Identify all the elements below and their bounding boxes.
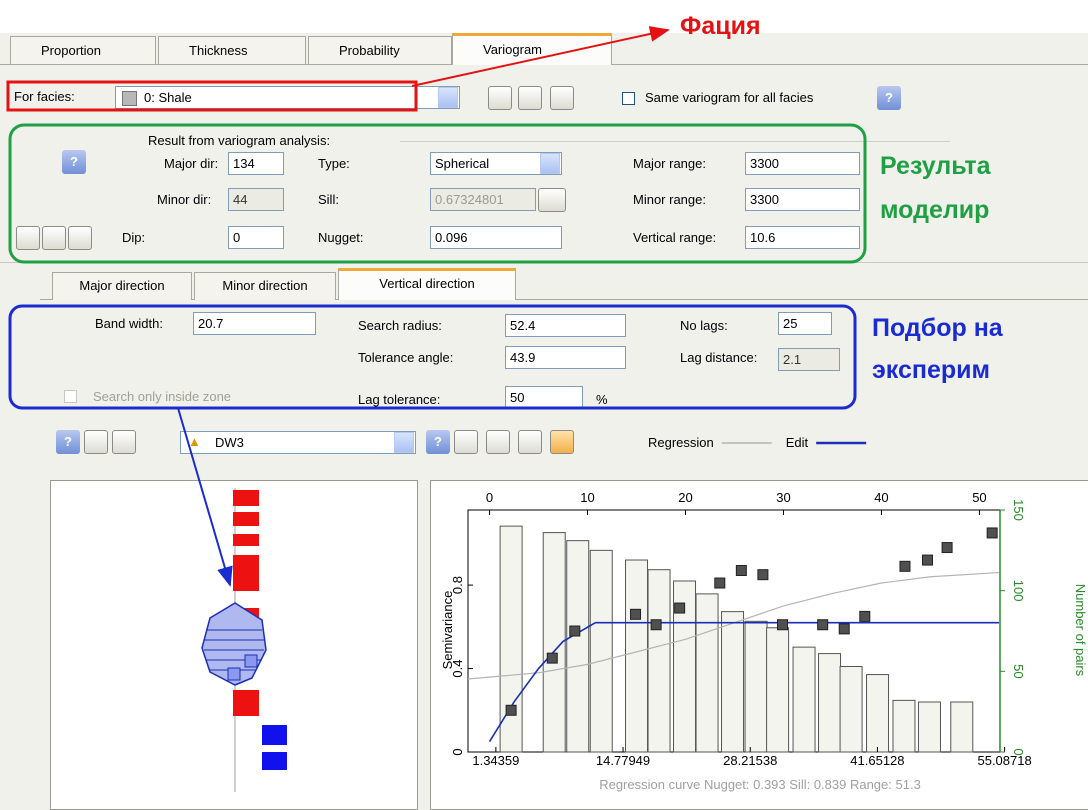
legend-label: Regression (648, 435, 714, 450)
legend-label: Edit (786, 435, 809, 450)
bar (590, 550, 612, 752)
y-axis-label: Semivariance (440, 591, 455, 670)
x-tick-label: 10 (580, 490, 594, 505)
bar (567, 541, 589, 752)
x2-tick-label: 14.77949 (596, 753, 650, 768)
y-tick-label: 0.4 (450, 660, 465, 678)
bar (722, 612, 744, 752)
point (818, 620, 828, 630)
bar (819, 654, 841, 752)
bar (893, 700, 915, 752)
point (839, 624, 849, 634)
point (506, 705, 516, 715)
bar (840, 666, 862, 752)
y2-tick-label: 50 (1011, 664, 1026, 678)
x-tick-label: 40 (874, 490, 888, 505)
bar (696, 594, 718, 752)
x2-tick-label: 28.21538 (723, 753, 777, 768)
bar (626, 560, 648, 752)
point (900, 561, 910, 571)
point (736, 566, 746, 576)
bar (648, 570, 670, 752)
bar (867, 675, 889, 752)
point (777, 620, 787, 630)
bar (767, 628, 789, 752)
x2-tick-label: 41.65128 (850, 753, 904, 768)
point (860, 611, 870, 621)
x2-tick-label: 1.34359 (472, 753, 519, 768)
x-tick-label: 30 (776, 490, 790, 505)
point (675, 603, 685, 613)
point (987, 528, 997, 538)
point (631, 609, 641, 619)
y-tick-label: 0.8 (450, 576, 465, 594)
point (570, 626, 580, 636)
x-tick-label: 20 (678, 490, 692, 505)
bar (793, 647, 815, 752)
x-tick-label: 50 (972, 490, 986, 505)
point (758, 570, 768, 580)
point (942, 543, 952, 553)
point (715, 578, 725, 588)
bar (745, 621, 767, 752)
caption: Regression curve Nugget: 0.393 Sill: 0.8… (599, 777, 921, 792)
point (547, 653, 557, 663)
page: Proportion Thickness Probability Variogr… (0, 0, 1088, 792)
point (651, 620, 661, 630)
bar (918, 702, 940, 752)
chart: Semivariance Number of pairs Regression … (0, 0, 1088, 792)
bar (951, 702, 973, 752)
y2-tick-label: 100 (1011, 580, 1026, 602)
x-tick-label: 0 (486, 490, 493, 505)
point (922, 555, 932, 565)
y-tick-label: 0 (450, 748, 465, 755)
y2-tick-label: 150 (1011, 499, 1026, 521)
y2-tick-label: 0 (1011, 748, 1026, 755)
y2-axis-label: Number of pairs (1073, 584, 1088, 677)
